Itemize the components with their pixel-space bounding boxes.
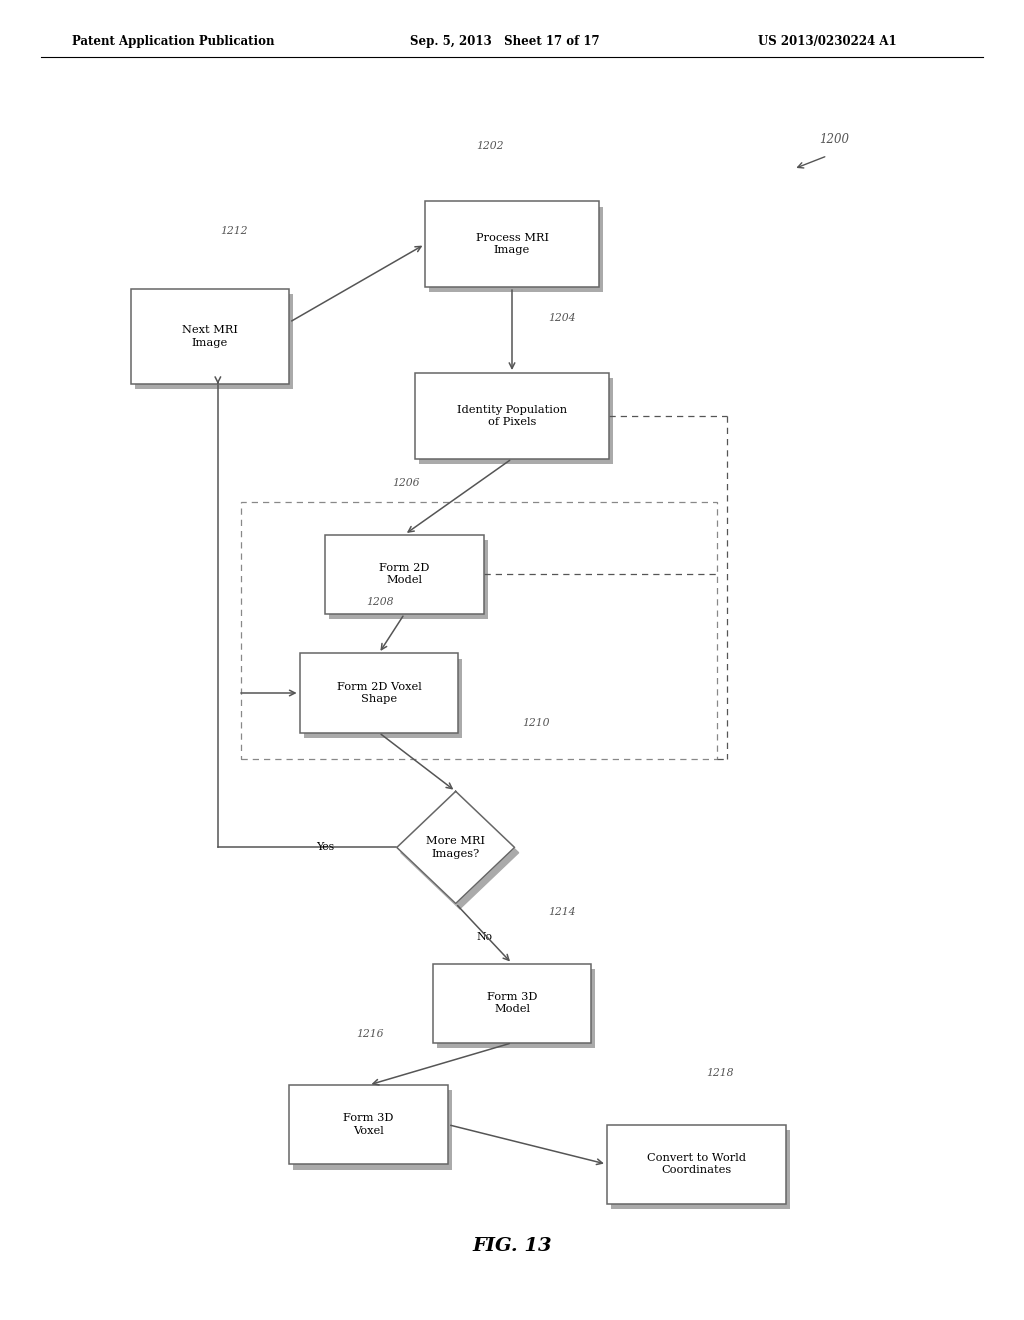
Text: Convert to World
Coordinates: Convert to World Coordinates (647, 1154, 745, 1175)
Bar (293, 1090, 453, 1170)
Text: 1206: 1206 (392, 478, 420, 488)
Text: 1202: 1202 (476, 141, 504, 152)
Bar (299, 653, 459, 733)
Bar (415, 372, 609, 458)
Text: 1214: 1214 (548, 907, 575, 917)
Text: 1210: 1210 (522, 718, 550, 729)
Bar (436, 969, 596, 1048)
Bar (241, 502, 717, 759)
Text: 1216: 1216 (356, 1028, 384, 1039)
Text: Form 2D Voxel
Shape: Form 2D Voxel Shape (337, 682, 421, 704)
Text: 1212: 1212 (220, 226, 248, 236)
Text: Sep. 5, 2013   Sheet 17 of 17: Sep. 5, 2013 Sheet 17 of 17 (410, 34, 599, 48)
Bar (610, 1130, 791, 1209)
Text: No: No (476, 932, 493, 941)
Text: Form 3D
Voxel: Form 3D Voxel (343, 1114, 394, 1135)
Bar (135, 294, 293, 389)
Text: More MRI
Images?: More MRI Images? (426, 837, 485, 858)
Bar (425, 202, 599, 288)
Bar (131, 289, 289, 384)
Text: Patent Application Publication: Patent Application Publication (72, 34, 274, 48)
Text: Next MRI
Image: Next MRI Image (182, 326, 238, 347)
Text: US 2013/0230224 A1: US 2013/0230224 A1 (758, 34, 896, 48)
Text: Process MRI
Image: Process MRI Image (475, 234, 549, 255)
Polygon shape (401, 796, 519, 908)
Text: 1208: 1208 (367, 597, 394, 607)
Bar (289, 1085, 449, 1164)
Bar (303, 659, 463, 738)
Bar (419, 378, 613, 463)
Polygon shape (397, 792, 515, 903)
Text: Form 2D
Model: Form 2D Model (379, 564, 430, 585)
Text: Identity Population
of Pixels: Identity Population of Pixels (457, 405, 567, 426)
Text: 1204: 1204 (548, 313, 575, 322)
Text: Form 3D
Model: Form 3D Model (486, 993, 538, 1014)
Bar (326, 535, 484, 614)
Text: FIG. 13: FIG. 13 (472, 1237, 552, 1255)
Bar (432, 964, 592, 1043)
Bar (429, 207, 603, 293)
Bar (606, 1125, 786, 1204)
Text: 1200: 1200 (819, 132, 849, 145)
Text: 1218: 1218 (707, 1068, 734, 1078)
Bar (330, 540, 488, 619)
Text: Yes: Yes (316, 842, 334, 853)
